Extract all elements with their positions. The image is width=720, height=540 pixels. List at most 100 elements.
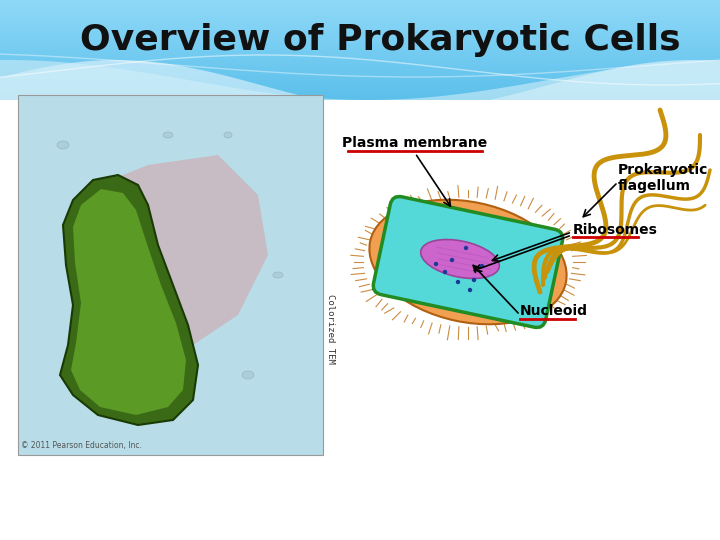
Bar xyxy=(18,95,323,455)
Bar xyxy=(0,18,720,19)
Bar xyxy=(0,66,720,67)
Bar xyxy=(0,25,720,26)
Bar xyxy=(0,91,720,92)
Bar xyxy=(0,67,720,68)
Bar xyxy=(0,7,720,8)
Bar xyxy=(0,11,720,12)
Bar xyxy=(0,82,720,83)
Bar xyxy=(0,53,720,54)
Circle shape xyxy=(472,278,476,282)
Bar xyxy=(0,1,720,2)
Circle shape xyxy=(468,288,472,292)
Text: Plasma membrane: Plasma membrane xyxy=(343,136,487,150)
Bar xyxy=(0,46,720,47)
Bar xyxy=(0,88,720,89)
Bar xyxy=(0,14,720,15)
Bar xyxy=(0,57,720,58)
Bar xyxy=(0,28,720,29)
Ellipse shape xyxy=(57,141,69,149)
Bar xyxy=(0,96,720,97)
Bar xyxy=(0,63,720,64)
Text: Ribosomes: Ribosomes xyxy=(573,223,658,237)
Bar xyxy=(0,58,720,59)
Bar xyxy=(0,36,720,37)
Bar xyxy=(0,85,720,86)
Polygon shape xyxy=(73,155,268,355)
Bar xyxy=(0,79,720,80)
Text: Prokaryotic
flagellum: Prokaryotic flagellum xyxy=(618,163,708,193)
Bar xyxy=(0,23,720,24)
Text: © 2011 Pearson Education, Inc.: © 2011 Pearson Education, Inc. xyxy=(21,441,142,450)
Bar xyxy=(0,83,720,84)
Bar xyxy=(0,0,720,1)
Bar xyxy=(0,19,720,20)
Bar xyxy=(0,92,720,93)
Bar xyxy=(0,27,720,28)
Bar xyxy=(0,48,720,49)
Bar xyxy=(0,44,720,45)
Bar xyxy=(0,37,720,38)
Bar xyxy=(0,42,720,43)
Circle shape xyxy=(450,258,454,262)
Bar xyxy=(0,24,720,25)
Bar xyxy=(0,20,720,21)
Bar xyxy=(0,70,720,71)
Bar xyxy=(0,54,720,55)
Bar xyxy=(0,59,720,60)
Circle shape xyxy=(464,246,468,250)
Bar xyxy=(0,74,720,75)
Bar xyxy=(0,16,720,17)
Bar xyxy=(0,73,720,74)
Bar xyxy=(0,8,720,9)
Bar xyxy=(0,31,720,32)
Bar xyxy=(0,33,720,34)
Bar xyxy=(0,30,720,31)
Bar xyxy=(0,52,720,53)
Bar xyxy=(0,40,720,41)
Ellipse shape xyxy=(369,200,567,324)
Ellipse shape xyxy=(273,272,283,278)
Bar xyxy=(0,49,720,50)
Bar xyxy=(0,22,720,23)
Bar xyxy=(0,75,720,76)
Bar xyxy=(0,60,720,61)
Bar xyxy=(0,94,720,95)
Bar xyxy=(0,62,720,63)
Bar xyxy=(0,47,720,48)
Ellipse shape xyxy=(224,132,232,138)
Bar xyxy=(0,39,720,40)
Bar xyxy=(0,9,720,10)
Polygon shape xyxy=(60,175,198,425)
Bar xyxy=(0,95,720,96)
Bar xyxy=(0,90,720,91)
Bar xyxy=(0,69,720,70)
Circle shape xyxy=(443,270,447,274)
Text: Nucleoid: Nucleoid xyxy=(520,304,588,318)
Ellipse shape xyxy=(420,240,499,279)
Bar xyxy=(0,81,720,82)
Bar xyxy=(0,99,720,100)
Bar xyxy=(0,21,720,22)
Bar xyxy=(0,10,720,11)
Bar xyxy=(0,26,720,27)
Bar xyxy=(0,78,720,79)
Text: Overview of Prokaryotic Cells: Overview of Prokaryotic Cells xyxy=(80,23,680,57)
Bar xyxy=(0,5,720,6)
Bar xyxy=(0,51,720,52)
Polygon shape xyxy=(0,60,720,110)
Bar xyxy=(0,45,720,46)
Bar xyxy=(0,64,720,65)
Bar xyxy=(0,34,720,35)
Bar xyxy=(0,15,720,16)
Bar xyxy=(0,43,720,44)
Bar xyxy=(0,86,720,87)
Bar xyxy=(0,55,720,56)
Bar xyxy=(0,17,720,18)
Bar xyxy=(0,38,720,39)
Bar xyxy=(0,68,720,69)
Bar xyxy=(0,6,720,7)
Bar xyxy=(0,84,720,85)
Bar xyxy=(0,65,720,66)
Bar xyxy=(0,41,720,42)
Bar xyxy=(0,56,720,57)
